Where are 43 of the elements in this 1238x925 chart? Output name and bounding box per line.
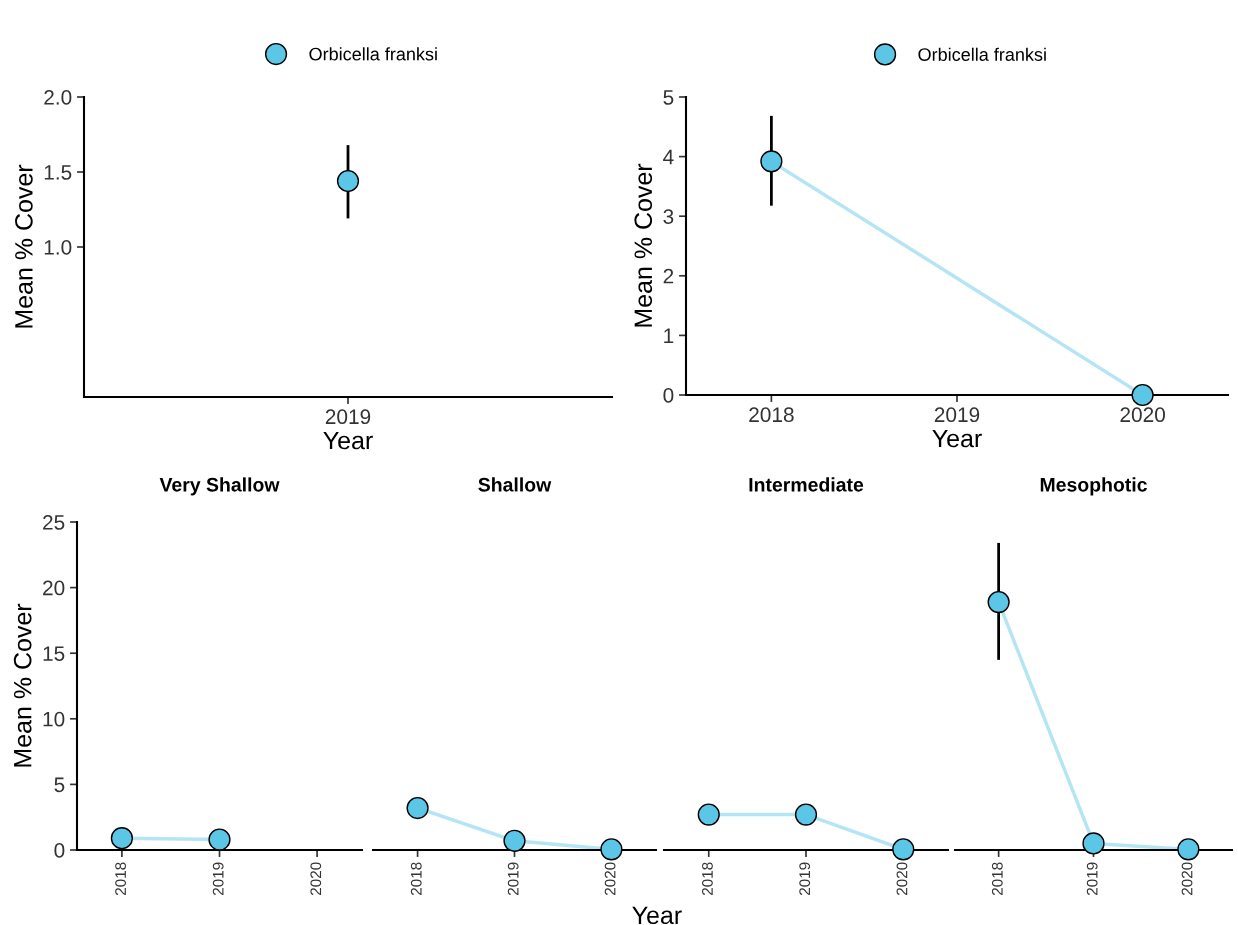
y-tick-label: 2 (663, 268, 674, 284)
x-tick-label: 2019 (1086, 862, 1098, 896)
x-axis-title: Year (323, 431, 373, 450)
chart-title: Mesophotic (1040, 477, 1147, 496)
y-tick-label: 0 (663, 388, 674, 403)
y-tick-label: 15 (43, 646, 65, 661)
chart-title: Shallow (478, 477, 552, 492)
y-tick-label: 1.0 (44, 240, 72, 255)
x-axis-title: Year (632, 906, 682, 925)
y-tick-label: 3 (663, 209, 674, 224)
y-axis-title: Mean % Cover (15, 164, 33, 328)
y-tick-label: 1.5 (44, 165, 72, 180)
chart-title: Intermediate (749, 477, 864, 492)
y-tick-label: 25 (43, 515, 65, 530)
x-tick-label: 2018 (991, 862, 1003, 896)
x-tick-label: 2020 (1120, 407, 1165, 423)
x-tick-label: 2019 (212, 862, 224, 896)
x-tick-label: 2020 (896, 862, 908, 896)
y-tick-label: 2.0 (44, 90, 72, 105)
x-tick-label: 2020 (310, 862, 322, 896)
y-tick-label: 0 (54, 843, 65, 858)
y-tick-label: 1 (664, 328, 674, 343)
y-tick-label: 5 (663, 90, 674, 105)
legend-label: Orbicella franksi (918, 47, 1046, 61)
x-tick-label: 2019 (325, 409, 371, 425)
x-axis-title: Year (932, 429, 982, 448)
x-tick-label: 2019 (507, 862, 519, 896)
x-tick-label: 2018 (702, 862, 713, 896)
legend-label: Orbicella franksi (309, 47, 437, 61)
y-axis-title: Mean % Cover (634, 163, 653, 327)
x-tick-label: 2020 (604, 862, 616, 896)
y-tick-label: 5 (54, 777, 65, 793)
x-tick-label: 2020 (1181, 862, 1193, 896)
x-tick-label: 2019 (934, 407, 980, 423)
y-tick-label: 10 (43, 711, 65, 727)
y-tick-label: 20 (43, 580, 65, 596)
y-tick-label: 4 (663, 149, 674, 165)
y-axis-title: Mean % Cover (13, 603, 32, 767)
chart-title: Very Shallow (159, 477, 280, 496)
x-tick-label: 2018 (410, 862, 422, 896)
x-tick-label: 2019 (799, 862, 811, 896)
x-tick-label: 2018 (115, 862, 126, 896)
x-tick-label: 2018 (749, 407, 794, 423)
